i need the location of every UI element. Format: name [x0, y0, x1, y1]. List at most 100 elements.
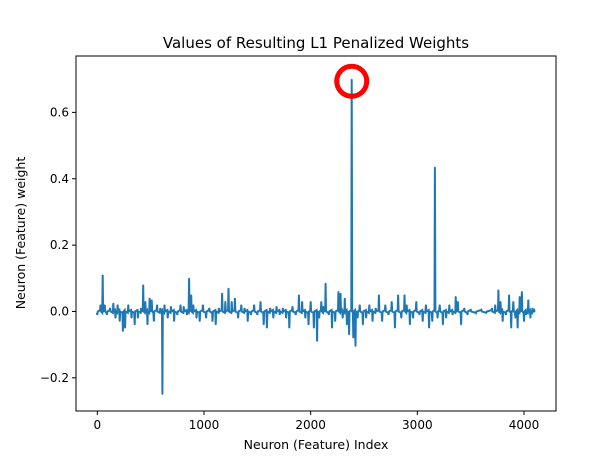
data-point — [517, 327, 519, 329]
data-point — [505, 314, 507, 316]
data-point — [102, 274, 104, 276]
data-point — [368, 304, 370, 306]
data-point — [348, 334, 350, 336]
data-point — [310, 301, 312, 303]
data-point — [365, 317, 367, 319]
data-point — [470, 309, 472, 311]
data-point — [127, 304, 129, 306]
data-point — [502, 320, 504, 322]
data-point — [534, 310, 536, 312]
highlight-circle — [334, 63, 370, 99]
data-point — [192, 304, 194, 306]
data-point — [279, 314, 281, 316]
data-point — [124, 327, 126, 329]
data-point — [199, 320, 201, 322]
data-point — [247, 320, 249, 322]
data-point — [318, 317, 320, 319]
x-tick-label: 0 — [94, 418, 102, 432]
data-point — [208, 307, 210, 309]
data-point — [142, 284, 144, 286]
data-point — [328, 314, 330, 316]
data-point — [256, 314, 258, 316]
data-point — [508, 294, 510, 296]
data-point — [384, 304, 386, 306]
data-point — [140, 307, 142, 309]
data-point — [276, 305, 278, 307]
y-tick-label: 0.6 — [50, 105, 69, 119]
data-point — [491, 307, 493, 309]
data-point — [285, 317, 287, 319]
data-point — [153, 320, 155, 322]
data-point — [260, 301, 262, 303]
data-point — [228, 287, 230, 289]
data-point — [237, 317, 239, 319]
data-point — [161, 393, 163, 395]
data-point — [244, 307, 246, 309]
data-point — [180, 304, 182, 306]
data-point — [519, 296, 521, 298]
data-point — [164, 304, 166, 306]
data-point — [497, 289, 499, 291]
data-point — [295, 314, 297, 316]
data-point — [527, 299, 529, 301]
data-point — [525, 314, 527, 316]
data-point — [359, 304, 361, 306]
y-tick-label: 0.0 — [50, 304, 69, 318]
data-point — [381, 320, 383, 322]
y-axis: −0.2 0.0 0.2 0.4 0.6 — [40, 105, 76, 385]
data-point — [457, 301, 459, 303]
data-point — [106, 314, 108, 316]
data-point — [494, 304, 496, 306]
data-point — [292, 305, 294, 307]
data-point — [418, 314, 420, 316]
data-point — [122, 330, 124, 332]
data-point — [512, 301, 514, 303]
data-point — [346, 324, 348, 326]
data-point — [146, 324, 148, 326]
x-tick-label: 2000 — [295, 418, 326, 432]
data-point — [439, 304, 441, 306]
data-point — [298, 294, 300, 296]
data-point — [334, 320, 336, 322]
data-point — [372, 320, 374, 322]
data-point — [406, 304, 408, 306]
data-point — [466, 314, 468, 316]
data-point — [109, 307, 111, 309]
x-axis-label: Neuron (Feature) Index — [244, 437, 389, 452]
data-point — [272, 317, 274, 319]
data-point — [196, 317, 198, 319]
data-point — [445, 317, 447, 319]
data-point — [529, 317, 531, 319]
data-point — [344, 297, 346, 299]
data-point — [117, 304, 119, 306]
plot-area — [95, 78, 536, 395]
data-point — [452, 314, 454, 316]
data-point — [151, 299, 153, 301]
data-point — [156, 304, 158, 306]
data-point — [455, 296, 457, 298]
data-point — [104, 304, 106, 306]
data-point — [412, 317, 414, 319]
data-point — [134, 324, 136, 326]
y-tick-label: −0.2 — [40, 371, 69, 385]
data-point — [357, 317, 359, 319]
data-point — [331, 327, 333, 329]
data-point — [325, 282, 327, 284]
data-point — [149, 297, 151, 299]
data-point — [352, 337, 354, 339]
data-point — [224, 301, 226, 303]
data-point — [212, 320, 214, 322]
data-point — [521, 291, 523, 293]
data-point — [253, 304, 255, 306]
data-point — [340, 292, 342, 294]
data-point — [425, 304, 427, 306]
data-point — [354, 345, 356, 347]
data-point — [308, 324, 310, 326]
data-point — [523, 320, 525, 322]
data-point — [400, 317, 402, 319]
data-point — [190, 294, 192, 296]
data-point — [215, 324, 217, 326]
data-point — [510, 327, 512, 329]
data-point — [415, 301, 417, 303]
series-line — [95, 79, 536, 395]
